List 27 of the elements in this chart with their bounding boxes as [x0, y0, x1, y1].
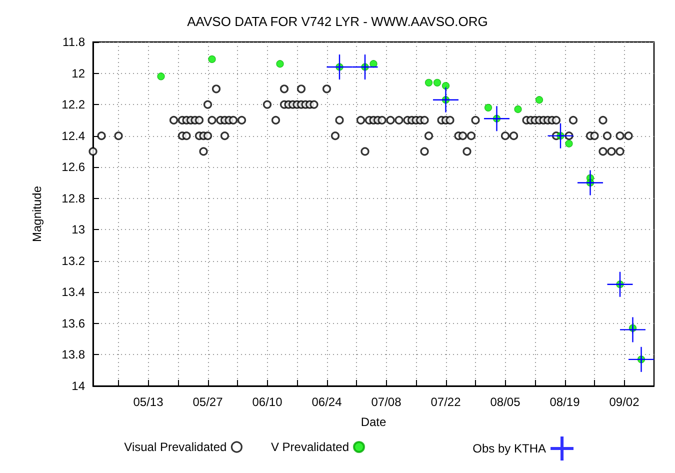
x-tick-label: 07/22: [430, 395, 462, 409]
x-tick-label: 05/13: [133, 395, 164, 409]
y-tick-label: 14: [72, 379, 86, 393]
y-tick-label: 11.8: [62, 35, 86, 49]
y-tick-label: 12.8: [62, 191, 86, 206]
y-axis-title: Magnitude: [30, 186, 44, 242]
y-tick-label: 13: [72, 222, 86, 237]
x-tick-label: 09/02: [609, 395, 640, 409]
y-tick-label: 13.8: [62, 348, 86, 362]
y-tick-label: 12: [72, 66, 86, 80]
x-tick-label: 06/24: [312, 395, 342, 409]
y-tick-label: 13.2: [62, 254, 86, 268]
x-tick-label: 05/27: [192, 395, 224, 409]
x-tick-label: 08/05: [490, 395, 521, 409]
x-tick-label: 06/10: [252, 395, 283, 409]
y-tick-label: 12.6: [62, 160, 86, 174]
y-tick-label: 13.6: [62, 316, 86, 330]
legend-label: Obs by KTHA: [472, 442, 546, 456]
x-tick-label: 07/08: [371, 395, 402, 409]
y-tick-label: 12.2: [62, 98, 86, 112]
x-axis-title: Date: [360, 415, 386, 429]
chart-title: AAVSO DATA FOR V742 LYR - WWW.AAVSO.ORG: [187, 14, 488, 29]
legend-label: Visual Prevalidated: [124, 440, 227, 454]
y-tick-label: 12.4: [62, 128, 86, 143]
y-tick-label: 13.4: [62, 285, 86, 300]
x-tick-label: 08/19: [550, 395, 580, 409]
legend-label: V Prevalidated: [270, 440, 349, 454]
